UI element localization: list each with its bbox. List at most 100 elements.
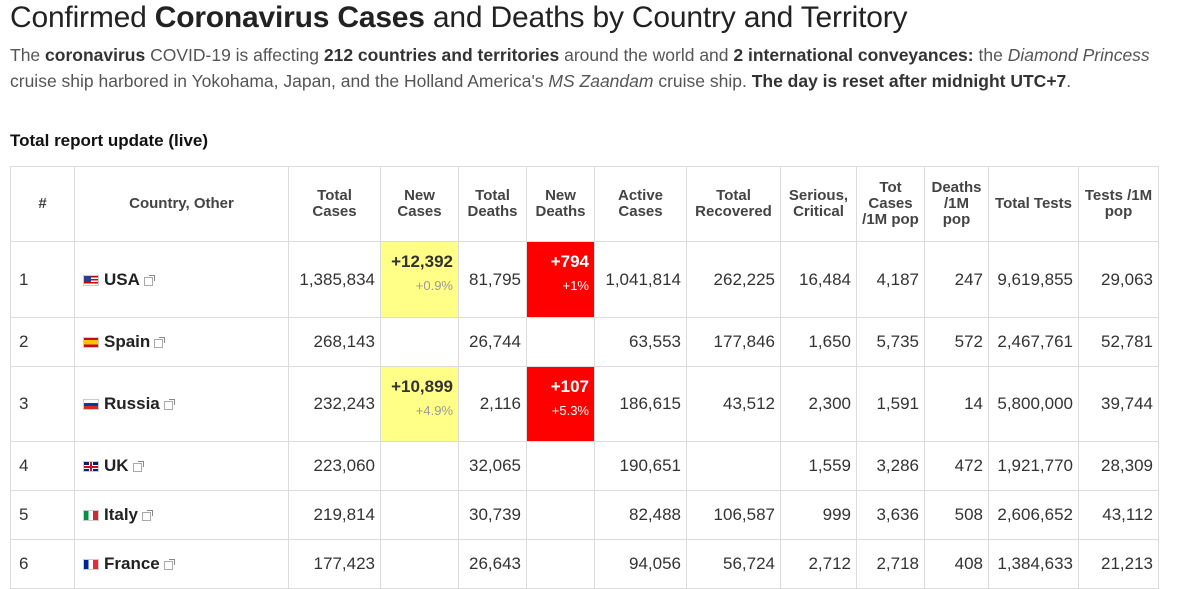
deaths-per-1m-cell: 572 [924,317,989,367]
country-link[interactable]: USA [104,269,140,289]
new-deaths-cell [526,317,595,367]
tests-per-1m-cell: 39,744 [1078,366,1159,442]
column-header-cases-per-1m[interactable]: Tot Cases /1M pop [856,166,925,242]
rank-cell: 2 [10,317,75,367]
column-header-new-deaths[interactable]: New Deaths [526,166,595,242]
new-cases-cell [380,539,459,589]
active-cases-cell: 94,056 [594,539,687,589]
total-tests-cell: 1,384,633 [988,539,1079,589]
external-link-icon[interactable] [132,461,144,472]
country-cell: Spain [74,317,289,367]
deaths-per-1m-cell: 408 [924,539,989,589]
cases-per-1m-cell: 2,718 [856,539,925,589]
country-cell: Russia [74,366,289,442]
flag-it-icon [83,510,99,521]
column-header-deaths-per-1m[interactable]: Deaths /1M pop [924,166,989,242]
active-cases-cell: 82,488 [594,490,687,540]
total-tests-cell: 1,921,770 [988,441,1079,491]
external-link-icon[interactable] [143,274,155,286]
active-cases-cell: 190,651 [594,441,687,491]
serious-critical-cell: 999 [780,490,857,540]
active-cases-cell: 63,553 [594,317,687,367]
rank-cell: 1 [10,241,75,318]
new-cases-cell: +12,392 +0.9% [380,241,459,318]
column-header-tests-per-1m[interactable]: Tests /1M pop [1078,166,1159,242]
total-cases-cell: 268,143 [288,317,381,367]
country-link[interactable]: UK [104,456,129,475]
new-deaths-cell [526,539,595,589]
active-cases-cell: 186,615 [594,366,687,442]
tests-per-1m-cell: 43,112 [1078,490,1159,540]
total-recovered-cell: 262,225 [686,241,781,318]
column-header-total-tests[interactable]: Total Tests [988,166,1079,242]
cases-per-1m-cell: 4,187 [856,241,925,318]
new-deaths-cell-value: +794 [550,252,589,271]
cases-per-1m-cell: 5,735 [856,317,925,367]
rank-cell: 5 [10,490,75,540]
total-recovered-cell: 56,724 [686,539,781,589]
country-link[interactable]: Russia [104,394,160,413]
flag-us-icon [83,274,99,286]
total-cases-cell: 219,814 [288,490,381,540]
column-header-total-recovered[interactable]: Total Recovered [686,166,781,242]
new-deaths-cell-value: +107 [550,377,589,396]
total-recovered-cell: 43,512 [686,366,781,442]
external-link-icon[interactable] [142,510,154,521]
table-row: 1 USA 1,385,834 +12,392 +0.9% 81,795 +794 +1% 1,… [10,241,1159,318]
serious-critical-cell: 2,712 [780,539,857,589]
tests-per-1m-cell: 52,781 [1078,317,1159,367]
serious-critical-cell: 16,484 [780,241,857,318]
new-deaths-cell: +107 +5.3% [526,366,595,442]
column-header-total-cases[interactable]: Total Cases [288,166,381,242]
table-row: 4 UK 223,060 32,065 190,651 1,559 3,286 472 1,92… [10,441,1159,491]
total-deaths-cell: 2,116 [458,366,527,442]
external-link-icon[interactable] [154,337,166,348]
country-cell: France [74,539,289,589]
total-tests-cell: 2,606,652 [988,490,1079,540]
total-recovered-cell: 106,587 [686,490,781,540]
column-header-rank[interactable]: # [10,166,75,242]
country-link[interactable]: Spain [104,332,151,351]
total-recovered-cell: 177,846 [686,317,781,367]
total-recovered-cell [686,441,781,491]
external-link-icon[interactable] [163,399,175,410]
total-tests-cell: 5,800,000 [988,366,1079,442]
column-header-total-deaths[interactable]: Total Deaths [458,166,527,242]
table-row: 3 Russia 232,243 +10,899 +4.9% 2,116 +107 +5.3%… [10,366,1159,442]
serious-critical-cell: 1,559 [780,441,857,491]
total-cases-cell: 1,385,834 [288,241,381,318]
flag-ru-icon [83,399,99,410]
deaths-per-1m-cell: 247 [924,241,989,318]
cases-per-1m-cell: 3,636 [856,490,925,540]
new-cases-cell [380,317,459,367]
active-cases-cell: 1,041,814 [594,241,687,318]
deaths-per-1m-cell: 472 [924,441,989,491]
covid-table: # Country, Other Total Cases New Cases Total… [10,166,1159,589]
total-deaths-cell: 32,065 [458,441,527,491]
intro-paragraph: The coronavirus COVID-19 is affecting 21… [10,45,1150,91]
deaths-per-1m-cell: 14 [924,366,989,442]
new-cases-cell: +10,899 +4.9% [380,366,459,442]
report-subheading: Total report update (live) [10,131,209,150]
country-link[interactable]: Italy [104,505,139,524]
new-cases-cell-value: +12,392 [391,252,453,271]
new-cases-cell [380,441,459,491]
new-cases-cell-percent: +4.9% [415,403,453,418]
column-header-country[interactable]: Country, Other [74,166,289,242]
column-header-serious-critical[interactable]: Serious, Critical [780,166,857,242]
total-deaths-cell: 26,643 [458,539,527,589]
flag-gb-icon [83,461,99,472]
country-cell: USA [74,241,289,318]
external-link-icon[interactable] [163,559,175,570]
country-link[interactable]: France [104,554,160,573]
serious-critical-cell: 1,650 [780,317,857,367]
serious-critical-cell: 2,300 [780,366,857,442]
new-deaths-cell-percent: +5.3% [551,403,589,418]
rank-cell: 4 [10,441,75,491]
flag-es-icon [83,337,99,348]
column-header-active-cases[interactable]: Active Cases [594,166,687,242]
total-cases-cell: 232,243 [288,366,381,442]
new-cases-cell [380,490,459,540]
column-header-new-cases[interactable]: New Cases [380,166,459,242]
rank-cell: 6 [10,539,75,589]
